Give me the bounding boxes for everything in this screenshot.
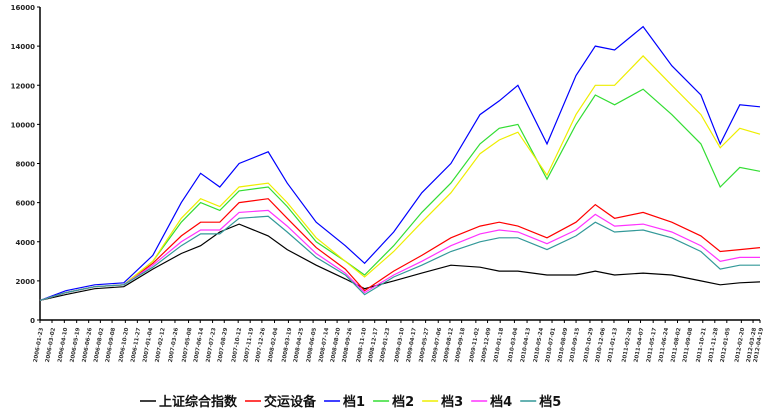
x-tick-label: 2012-01-05 — [720, 327, 732, 363]
y-tick-label: 6000 — [16, 200, 36, 208]
x-tick-label: 2009-04-17 — [406, 327, 418, 363]
legend: 上证综合指数 交运设备 档1 档2 档3 档4 档5 — [140, 394, 561, 410]
x-tick-label: 2006-03-02 — [45, 327, 57, 363]
x-tick-label: 2011-10-21 — [696, 327, 708, 363]
x-tick-label: 2010-10-29 — [583, 327, 595, 363]
x-tick-label: 2009-03-10 — [394, 327, 406, 363]
y-tick-label: 14000 — [11, 43, 35, 51]
x-tick-label: 2010-01-18 — [493, 327, 505, 363]
x-tick-label: 2008-12-17 — [368, 327, 380, 363]
y-axis: 0 2000 4000 6000 8000 10000 12000 14000 16000 — [11, 4, 41, 325]
x-tick-label: 2007-02-12 — [155, 327, 167, 363]
x-tick-label: 2010-07-01 — [545, 327, 557, 363]
y-tick-label: 4000 — [16, 239, 36, 247]
x-tick-label: 2006-05-19 — [70, 327, 82, 363]
x-tick-label: 2009-09-18 — [455, 327, 467, 363]
x-tick-label: 2008-02-04 — [267, 327, 279, 363]
x-tick-label: 2011-01-13 — [607, 327, 619, 363]
x-axis: 2006-01-23 2006-03-02 2006-04-10 2006-05-19… — [33, 319, 765, 363]
legend-label: 上证综合指数 — [159, 394, 238, 410]
x-tick-label: 2007-12-26 — [255, 327, 267, 363]
series-line-2 — [39, 198, 761, 301]
x-tick-label: 2008-09-26 — [342, 327, 354, 363]
series-line-1 — [39, 223, 761, 301]
x-tick-label: 2009-07-06 — [431, 327, 443, 363]
y-tick-label: 8000 — [16, 161, 36, 169]
x-tick-label: 2009-01-23 — [379, 327, 391, 363]
x-tick-label: 2011-05-17 — [646, 327, 658, 363]
legend-label: 档4 — [490, 394, 512, 410]
y-tick-label: 16000 — [11, 4, 35, 12]
legend-label: 交运设备 — [264, 394, 317, 410]
x-tick-label: 2007-08-29 — [217, 327, 229, 363]
x-tick-label: 2008-03-19 — [281, 327, 293, 363]
legend-label: 档3 — [441, 394, 463, 410]
x-tick-label: 2007-03-26 — [168, 327, 180, 363]
x-tick-label: 2006-01-23 — [33, 327, 45, 363]
x-tick-label: 2010-03-04 — [507, 327, 519, 363]
legend-label: 档2 — [392, 394, 414, 410]
y-tick-label: 2000 — [16, 278, 36, 286]
x-tick-label: 2011-08-02 — [670, 327, 682, 363]
x-tick-label: 2006-11-27 — [130, 327, 142, 363]
x-tick-label: 2007-07-23 — [206, 327, 218, 363]
series-line-7 — [39, 215, 760, 301]
x-tick-label: 2008-08-20 — [330, 327, 342, 363]
x-tick-label: 2006-09-08 — [105, 327, 117, 363]
x-tick-label: 2009-12-09 — [481, 327, 493, 363]
x-tick-label: 2007-10-12 — [231, 327, 243, 363]
x-tick-label: 2010-09-15 — [569, 327, 581, 363]
x-tick-label: 2006-04-10 — [57, 327, 69, 363]
x-tick-label: 2011-09-08 — [682, 327, 694, 363]
y-tick-label: 0 — [30, 317, 35, 325]
series-line-6 — [39, 209, 760, 301]
x-tick-label: 2007-01-04 — [142, 327, 154, 363]
x-tick-label: 2008-07-14 — [318, 327, 330, 363]
x-tick-label: 2010-05-24 — [533, 327, 545, 363]
x-tick-label: 2009-05-27 — [419, 327, 431, 363]
x-tick-label: 2007-05-08 — [182, 327, 194, 363]
legend-label: 档1 — [343, 394, 365, 410]
series-line-3 — [39, 25, 761, 301]
x-tick-label: 2010-12-06 — [595, 327, 607, 363]
legend-label: 档5 — [539, 394, 561, 410]
series-lines — [39, 25, 761, 301]
x-tick-label: 2008-04-25 — [293, 327, 305, 363]
x-tick-label: 2010-08-09 — [557, 327, 569, 363]
series-line-4 — [39, 88, 761, 301]
x-tick-label: 2007-11-19 — [243, 327, 255, 363]
x-tick-label: 2011-02-28 — [621, 327, 633, 363]
x-tick-label: 2006-10-20 — [118, 327, 130, 363]
x-tick-label: 2008-06-05 — [306, 327, 318, 363]
y-tick-label: 10000 — [11, 121, 35, 129]
x-tick-label: 2008-11-10 — [356, 327, 368, 363]
x-tick-label: 2006-08-02 — [93, 327, 105, 363]
x-tick-label: 2011-11-28 — [708, 327, 720, 363]
x-tick-label: 2006-06-26 — [82, 327, 94, 363]
x-tick-label: 2010-04-13 — [520, 327, 532, 363]
x-tick-label: 2009-11-02 — [469, 327, 481, 363]
x-tick-label: 2009-08-12 — [443, 327, 455, 363]
y-tick-label: 12000 — [11, 82, 35, 90]
x-tick-label: 2011-04-07 — [633, 327, 645, 363]
x-tick-label: 2011-06-24 — [658, 327, 670, 363]
x-tick-label: 2007-06-14 — [193, 327, 205, 363]
series-line-5 — [39, 55, 761, 301]
x-tick-label: 2012-02-20 — [734, 327, 746, 363]
